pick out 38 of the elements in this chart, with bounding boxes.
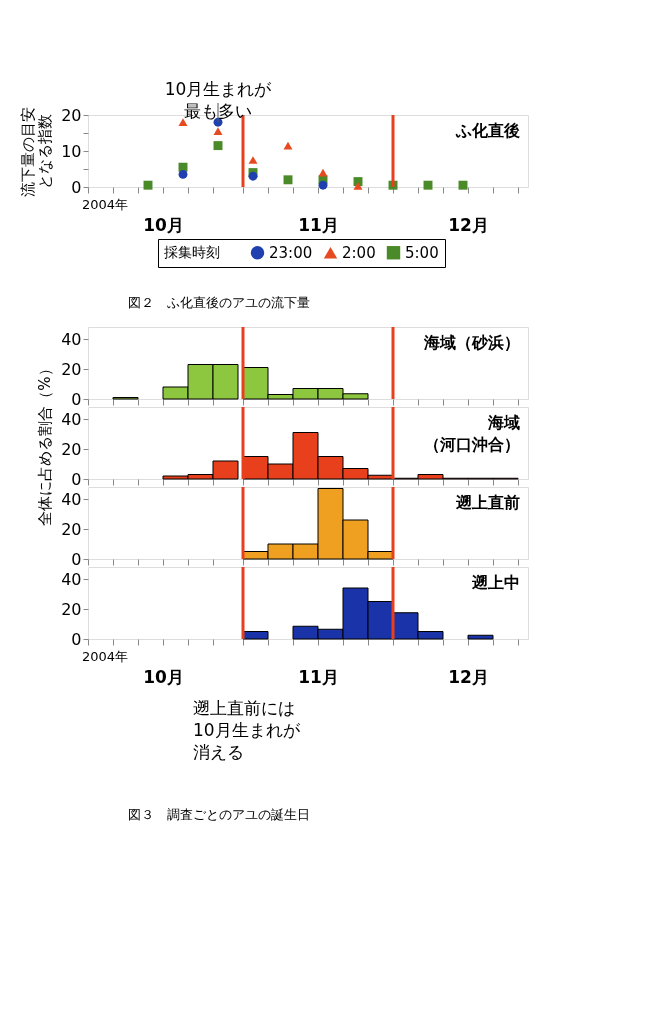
text: 遡上直前には10月生まれが消える	[193, 698, 301, 762]
y-tick-label: 0	[71, 177, 82, 197]
y-tick-label: 20	[61, 359, 82, 379]
chart-title: 遡上直前	[455, 493, 520, 512]
y-tick-label: 10	[61, 141, 82, 161]
y-tick-label: 0	[71, 629, 82, 649]
y-tick-label: 40	[61, 569, 82, 589]
legend-label: 2:00	[342, 243, 376, 262]
x-tick-label: 11月	[298, 214, 339, 235]
y-tick-label: 40	[61, 489, 82, 509]
caption: 図３ 調査ごとのアユの誕生日	[128, 807, 310, 822]
legend-label: 5:00	[405, 243, 439, 262]
y-tick-label: 40	[61, 409, 82, 429]
x-tick-label: 12月	[448, 666, 489, 687]
text: 2004年	[82, 649, 129, 664]
text: 2004年	[82, 197, 129, 212]
y-tick-label: 20	[61, 105, 82, 125]
legend-title: 採集時刻	[164, 244, 220, 260]
caption: 図２ ふ化直後のアユの流下量	[128, 295, 310, 310]
y-tick-label: 20	[61, 599, 82, 619]
chart-title: ふ化直後	[455, 121, 520, 140]
legend-label: 23:00	[269, 243, 313, 262]
y-tick-label: 0	[71, 549, 82, 569]
text: 海域（河口沖合）	[424, 413, 520, 454]
x-tick-label: 10月	[143, 214, 184, 235]
x-tick-label: 10月	[143, 666, 184, 687]
y-tick-label: 20	[61, 439, 82, 459]
y-tick-label: 0	[71, 389, 82, 409]
chart-title: 遡上中	[471, 573, 520, 592]
y-axis-title: 全体に占める割合（%）	[36, 361, 55, 526]
x-tick-label: 11月	[298, 666, 339, 687]
y-tick-label: 20	[61, 519, 82, 539]
chart-title: 海域（砂浜）	[423, 333, 520, 352]
annotation: 10月生まれが最も多い	[164, 79, 273, 121]
x-tick-label: 12月	[448, 214, 489, 235]
y-axis-title: 流下量の目安となる指数	[19, 106, 55, 197]
y-tick-label: 0	[71, 469, 82, 489]
y-tick-label: 40	[61, 329, 82, 349]
